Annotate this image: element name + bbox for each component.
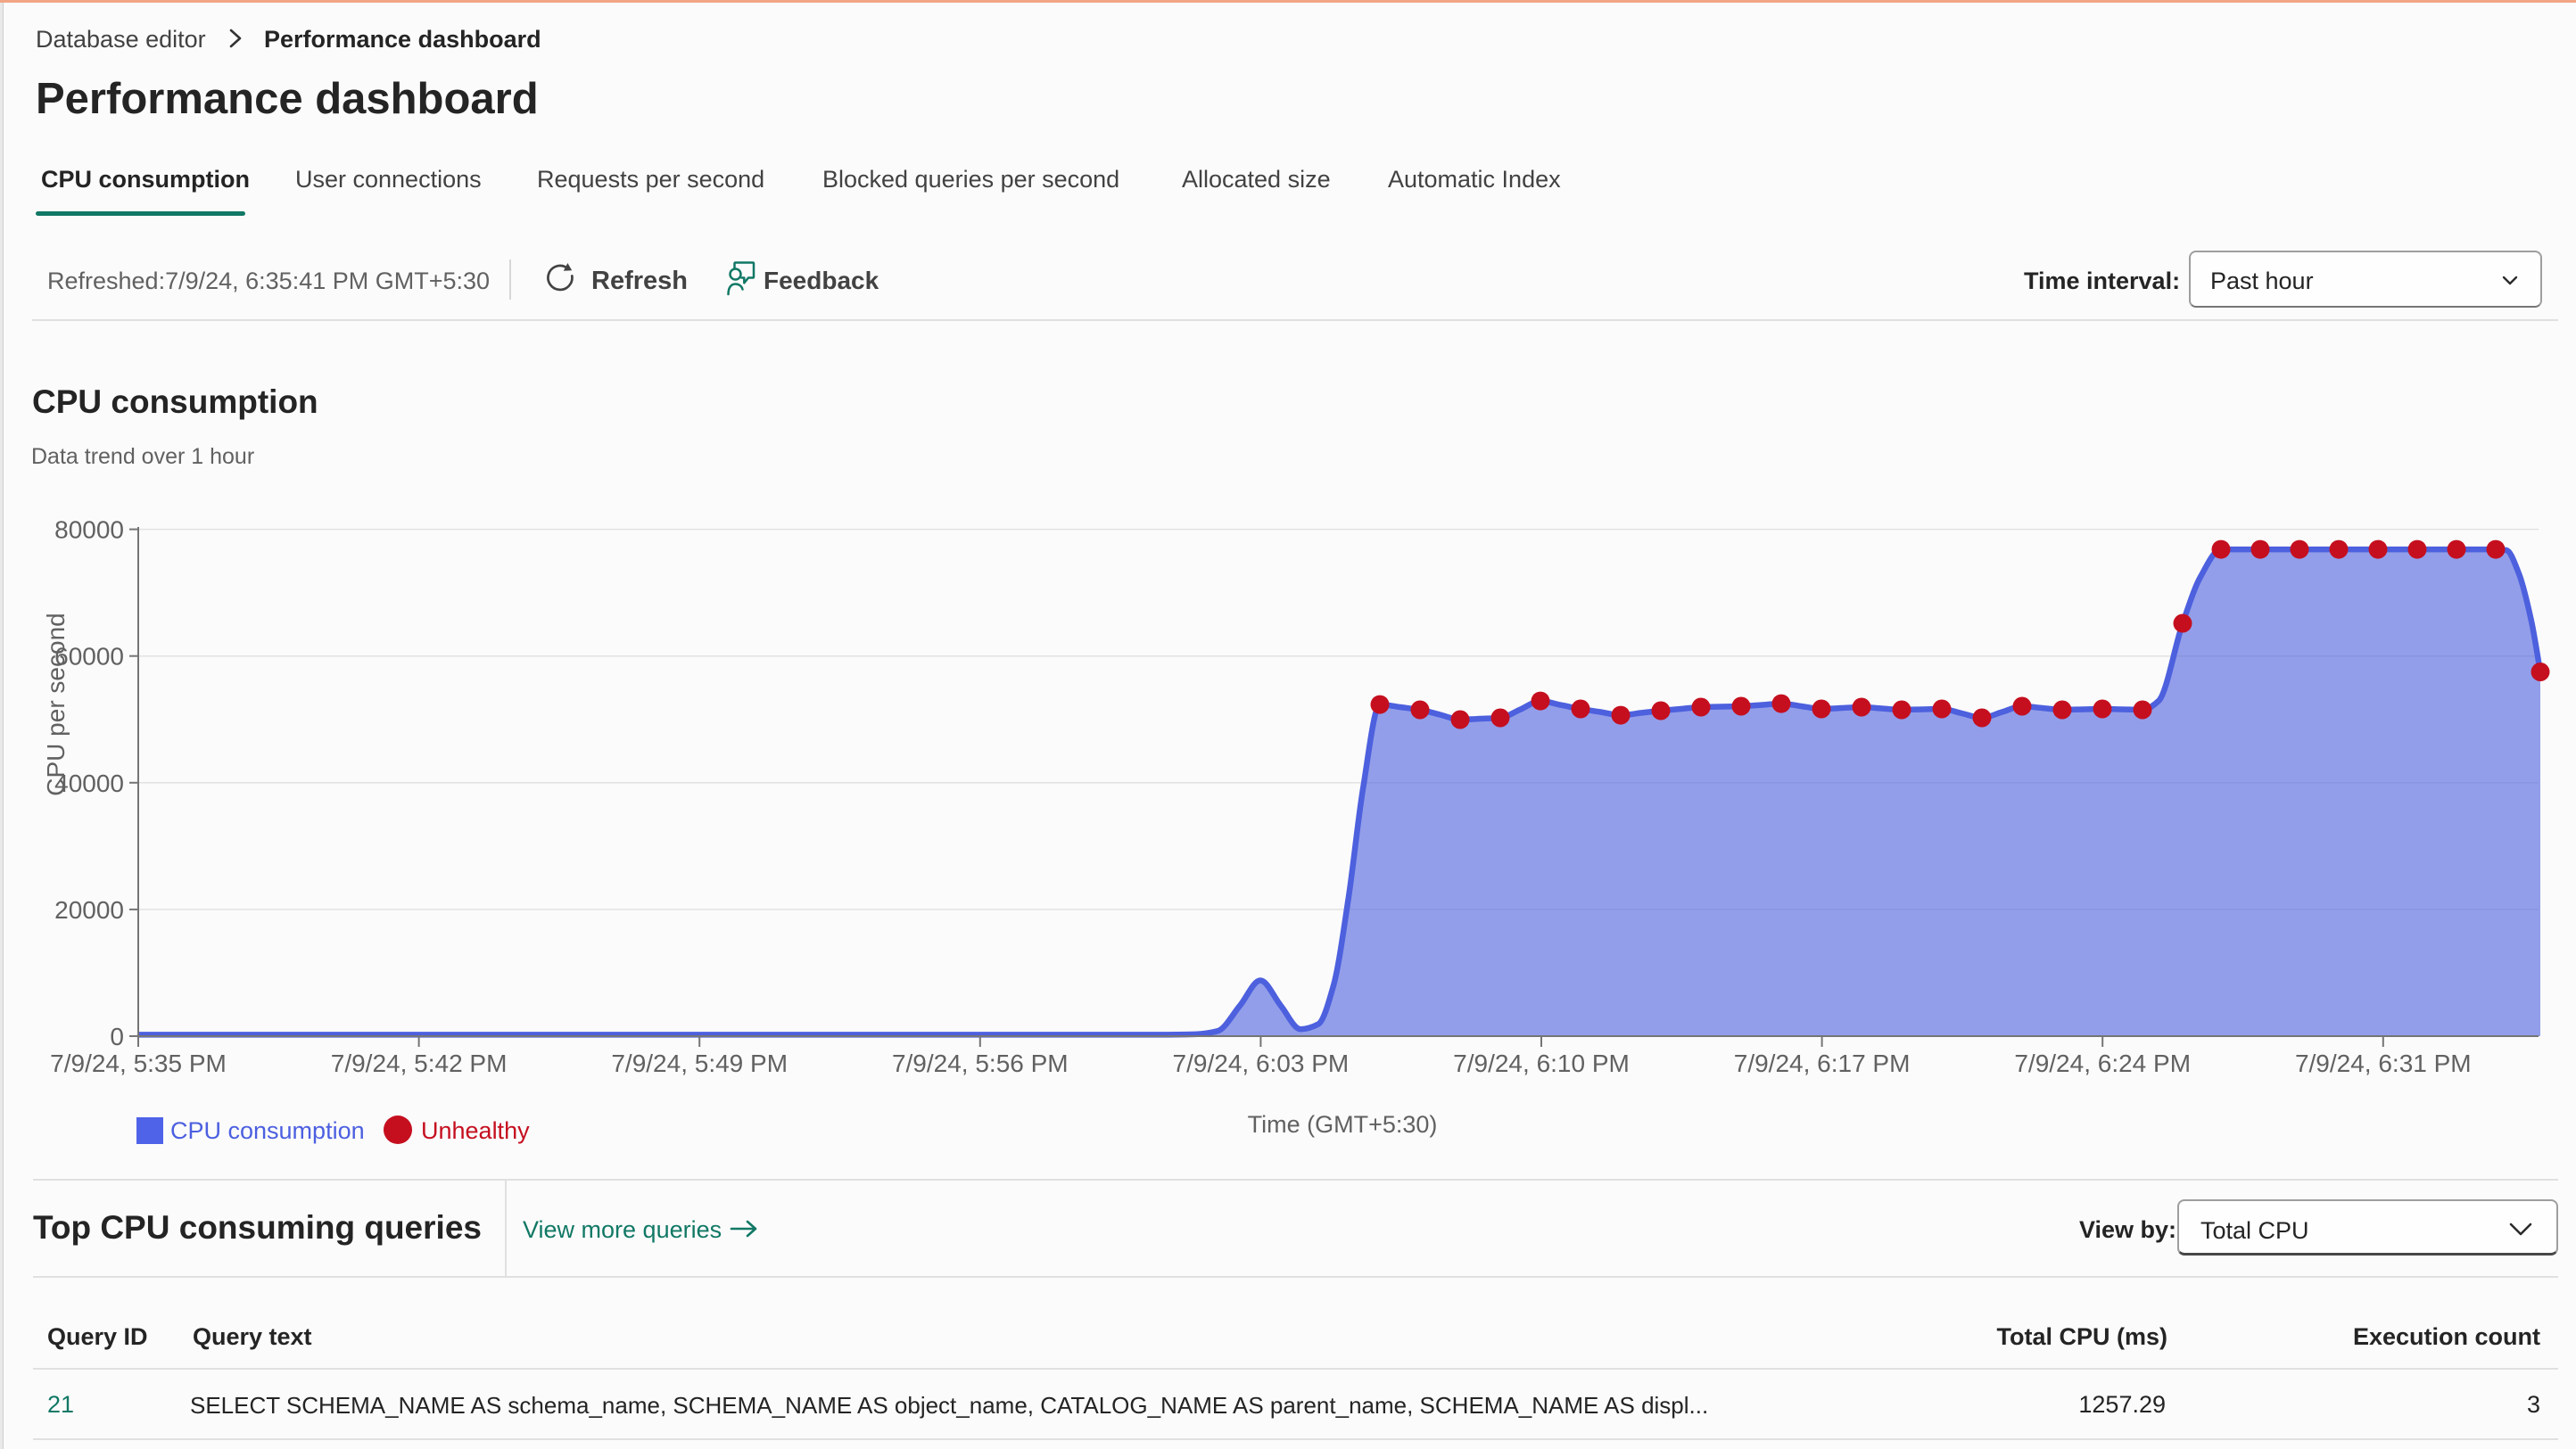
svg-text:7/9/24, 5:56 PM: 7/9/24, 5:56 PM <box>892 1050 1069 1077</box>
svg-text:7/9/24, 5:49 PM: 7/9/24, 5:49 PM <box>611 1050 788 1077</box>
svg-text:7/9/24, 5:42 PM: 7/9/24, 5:42 PM <box>331 1050 508 1077</box>
svg-text:7/9/24, 6:24 PM: 7/9/24, 6:24 PM <box>2014 1050 2191 1077</box>
svg-text:Unhealthy: Unhealthy <box>421 1117 530 1144</box>
svg-text:80000: 80000 <box>54 516 124 544</box>
svg-text:0: 0 <box>110 1023 124 1050</box>
svg-text:CPU per second: CPU per second <box>42 613 70 795</box>
svg-text:60000: 60000 <box>54 643 124 671</box>
svg-text:7/9/24, 6:31 PM: 7/9/24, 6:31 PM <box>2295 1050 2472 1077</box>
svg-text:20000: 20000 <box>54 896 124 924</box>
svg-text:7/9/24, 6:17 PM: 7/9/24, 6:17 PM <box>1734 1050 1911 1077</box>
svg-text:7/9/24, 5:35 PM: 7/9/24, 5:35 PM <box>50 1050 227 1077</box>
svg-text:CPU consumption: CPU consumption <box>170 1117 365 1144</box>
svg-text:7/9/24, 6:03 PM: 7/9/24, 6:03 PM <box>1173 1050 1350 1077</box>
svg-text:Time (GMT+5:30): Time (GMT+5:30) <box>1248 1111 1438 1138</box>
svg-text:40000: 40000 <box>54 770 124 797</box>
svg-text:7/9/24, 6:10 PM: 7/9/24, 6:10 PM <box>1453 1050 1630 1077</box>
